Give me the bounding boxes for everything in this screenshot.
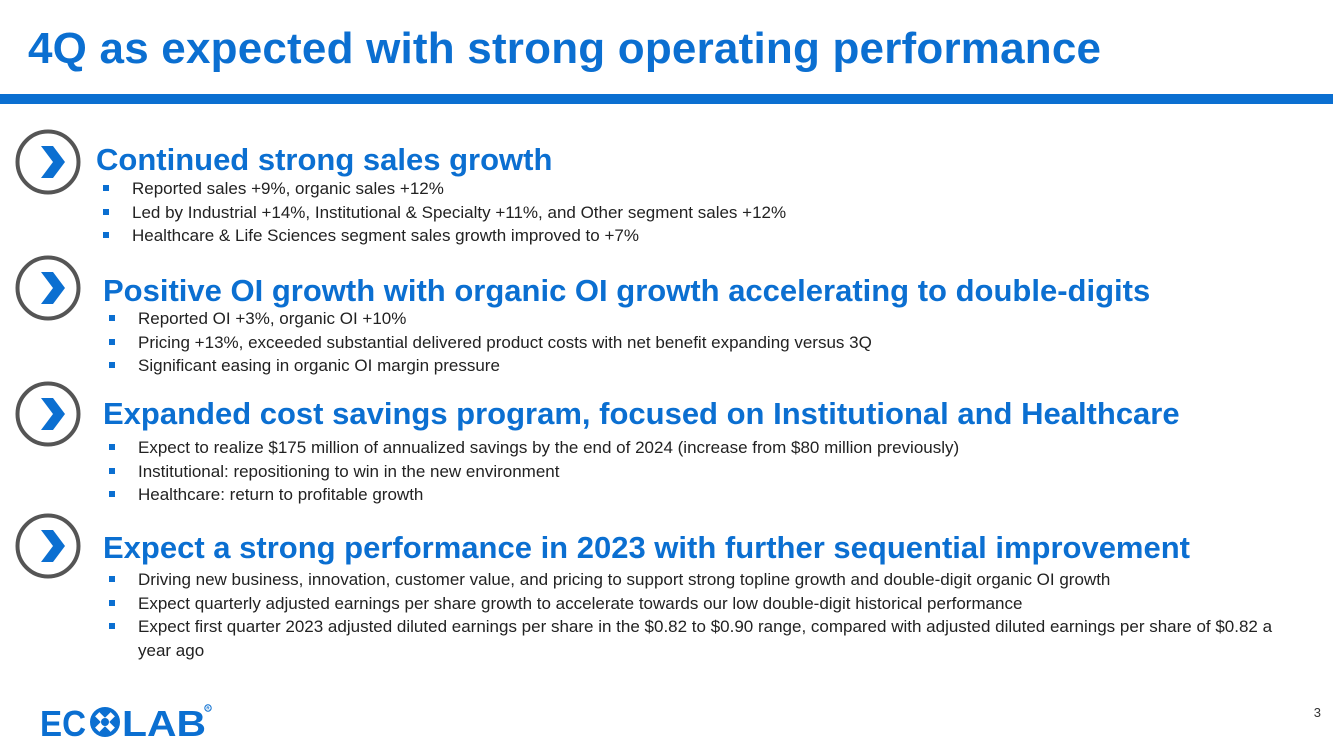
bullet-list: Reported sales +9%, organic sales +12% L… (102, 177, 786, 248)
bullet-item: Reported OI +3%, organic OI +10% (108, 307, 872, 331)
bullet-item: Significant easing in organic OI margin … (108, 354, 872, 378)
bullet-item: Healthcare: return to profitable growth (108, 483, 959, 507)
section-title: Expanded cost savings program, focused o… (103, 396, 1180, 431)
slide-title: 4Q as expected with strong operating per… (28, 24, 1102, 73)
section-title: Expect a strong performance in 2023 with… (103, 530, 1190, 565)
bullet-list: Reported OI +3%, organic OI +10% Pricing… (108, 307, 872, 378)
section-title: Continued strong sales growth (96, 142, 553, 177)
bullet-item: Expect to realize $175 million of annual… (108, 436, 959, 460)
title-divider (0, 94, 1333, 104)
chevron-right-icon (15, 129, 81, 195)
svg-text:LAB: LAB (122, 703, 206, 742)
chevron-right-icon (15, 513, 81, 579)
ecolab-logo: EC LAB R (40, 703, 212, 742)
bullet-list: Driving new business, innovation, custom… (108, 568, 1308, 662)
section-title: Positive OI growth with organic OI growt… (103, 273, 1151, 308)
svg-text:EC: EC (40, 703, 86, 742)
bullet-item: Led by Industrial +14%, Institutional & … (102, 201, 786, 225)
bullet-list: Expect to realize $175 million of annual… (108, 436, 959, 507)
bullet-item: Driving new business, innovation, custom… (108, 568, 1308, 592)
bullet-item: Expect quarterly adjusted earnings per s… (108, 592, 1308, 616)
bullet-item: Healthcare & Life Sciences segment sales… (102, 224, 786, 248)
svg-text:R: R (206, 706, 210, 711)
bullet-item: Pricing +13%, exceeded substantial deliv… (108, 331, 872, 355)
chevron-right-icon (15, 255, 81, 321)
bullet-item: Reported sales +9%, organic sales +12% (102, 177, 786, 201)
page-number: 3 (1313, 705, 1321, 720)
bullet-item: Institutional: repositioning to win in t… (108, 460, 959, 484)
bullet-item: Expect first quarter 2023 adjusted dilut… (108, 615, 1308, 662)
chevron-right-icon (15, 381, 81, 447)
